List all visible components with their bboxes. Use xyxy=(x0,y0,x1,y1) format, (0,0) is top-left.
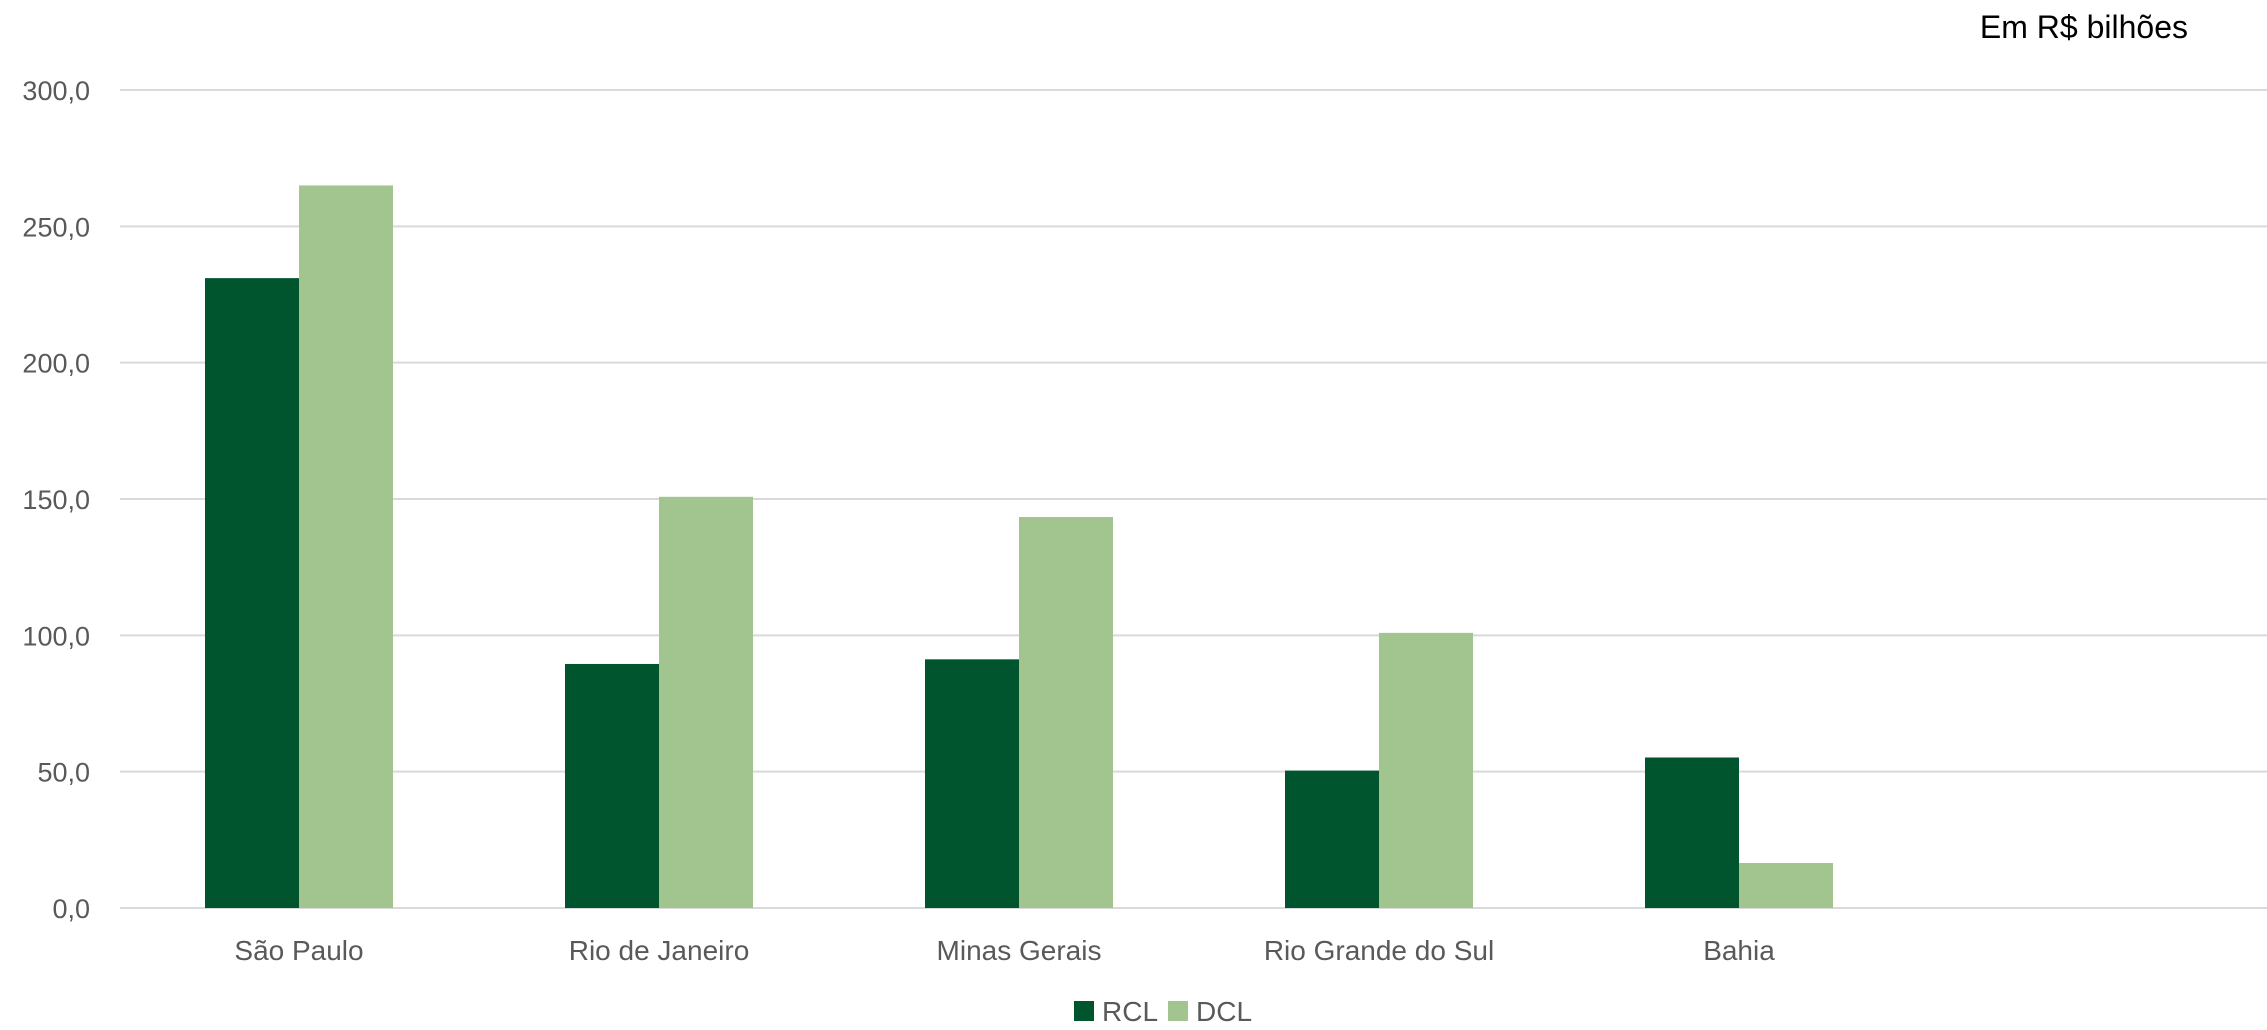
bar-rcl xyxy=(1285,770,1379,908)
gridlines xyxy=(120,89,2267,909)
bar-rcl xyxy=(925,659,1019,908)
y-tick-label: 0,0 xyxy=(52,894,90,924)
x-category-label: Minas Gerais xyxy=(937,935,1102,966)
y-tick-label: 250,0 xyxy=(22,212,90,242)
x-category-label: Bahia xyxy=(1703,935,1775,966)
bar-rcl xyxy=(565,663,659,908)
y-axis-ticks: 0,0 50,0 100,0 150,0 200,0 250,0 300,0 xyxy=(22,76,90,924)
bar-rcl xyxy=(205,278,299,908)
bars xyxy=(205,185,1833,908)
bar-dcl xyxy=(659,496,753,908)
y-tick-label: 200,0 xyxy=(22,349,90,379)
y-tick-label: 50,0 xyxy=(37,758,90,788)
bar-rcl xyxy=(1645,757,1739,908)
bar-dcl xyxy=(1019,516,1113,908)
legend-swatch-dcl xyxy=(1168,1001,1188,1021)
bar-dcl xyxy=(299,185,393,908)
legend-label-rcl: RCL xyxy=(1102,996,1158,1025)
legend-label-dcl: DCL xyxy=(1196,996,1252,1025)
x-category-label: Rio Grande do Sul xyxy=(1264,935,1494,966)
bar-dcl xyxy=(1739,863,1833,908)
unit-note: Em R$ bilhões xyxy=(1980,9,2188,45)
y-tick-label: 300,0 xyxy=(22,76,90,106)
x-category-label: Rio de Janeiro xyxy=(569,935,750,966)
bar-dcl xyxy=(1379,632,1473,908)
y-tick-label: 100,0 xyxy=(22,621,90,651)
x-axis-labels: São Paulo Rio de Janeiro Minas Gerais Rio G… xyxy=(234,935,1775,966)
legend-swatch-rcl xyxy=(1074,1001,1094,1021)
legend: RCL DCL xyxy=(1074,996,1252,1027)
y-tick-label: 150,0 xyxy=(22,485,90,515)
x-category-label: São Paulo xyxy=(234,935,363,966)
